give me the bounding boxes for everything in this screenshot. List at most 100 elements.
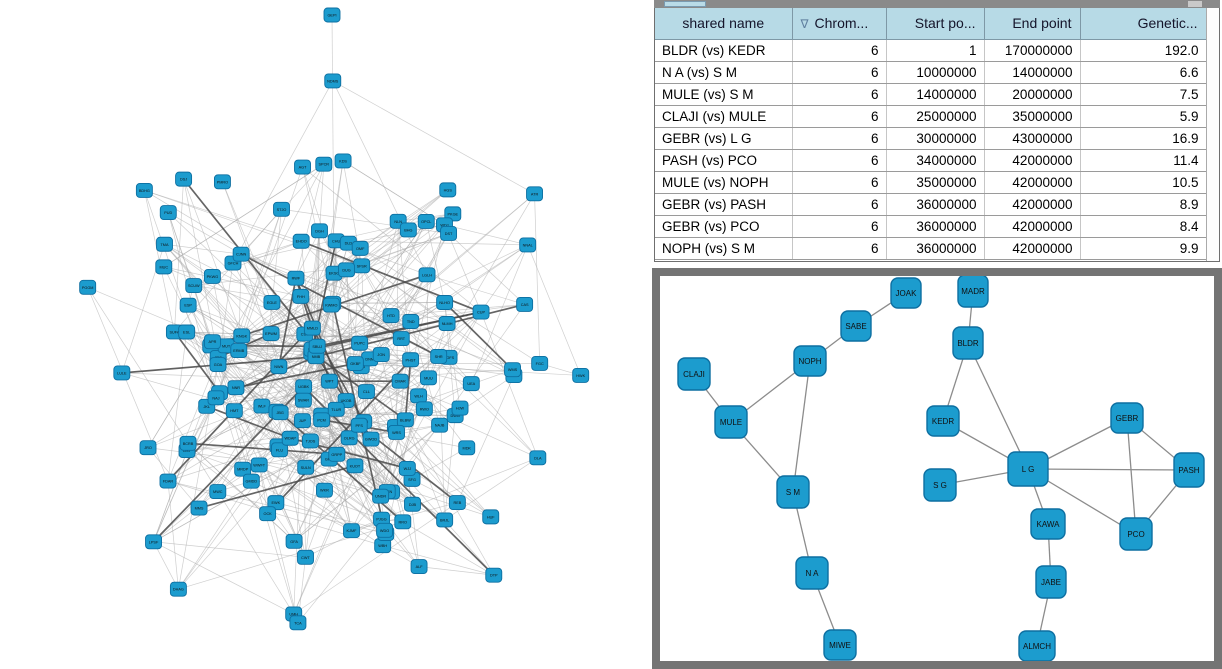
network-node[interactable]: SFG	[403, 471, 421, 487]
overview-network-canvas[interactable]: GEPIGRGFGCJROSUFANLNSOFSUGBKKUOTPHSTGRDB…	[0, 0, 652, 669]
network-node[interactable]: KJMF	[343, 523, 360, 539]
network-node[interactable]: LULE	[113, 365, 131, 381]
network-node[interactable]: CJNN	[232, 246, 250, 262]
network-node-s-g[interactable]: S G	[923, 468, 957, 502]
network-node[interactable]: GMDD	[242, 473, 260, 489]
network-node[interactable]: BRJL	[436, 512, 454, 528]
network-node-joak[interactable]: JOAK	[890, 277, 922, 309]
panel-tab[interactable]	[664, 1, 706, 7]
network-node[interactable]: OCK	[259, 506, 277, 522]
network-node[interactable]: ALF	[410, 559, 428, 575]
network-node[interactable]: TND	[402, 314, 420, 329]
network-node-miwe[interactable]: MIWE	[823, 629, 857, 661]
network-node[interactable]: KWMO	[322, 297, 340, 313]
network-node[interactable]: SBUJ	[308, 338, 326, 354]
subnetwork-canvas[interactable]: JOAK SABE NOPH CLAJI MULE S M N A MIWE MADR BLDR K…	[660, 276, 1214, 661]
network-node[interactable]: TCA	[289, 615, 307, 631]
network-node[interactable]: UNDR	[372, 488, 390, 504]
network-node[interactable]: MMS	[190, 500, 208, 516]
network-node[interactable]: NWN	[270, 359, 288, 375]
network-node[interactable]: APR	[203, 334, 221, 350]
network-node[interactable]: EGLE	[263, 294, 281, 310]
network-node[interactable]: SULN	[297, 459, 315, 475]
network-node[interactable]: PKGE	[444, 206, 462, 222]
network-node[interactable]: REB	[448, 495, 466, 511]
network-node-gebr[interactable]: GEBR	[1110, 402, 1144, 434]
network-node-sabe[interactable]: SABE	[840, 310, 872, 342]
network-node[interactable]: ERMB	[230, 343, 248, 358]
network-node[interactable]: GRPP	[328, 446, 346, 462]
network-node[interactable]: DST	[440, 226, 458, 241]
network-node[interactable]: NLMH	[438, 316, 456, 331]
network-node[interactable]: FLU	[271, 442, 288, 458]
network-node[interactable]: LPSF	[145, 534, 162, 550]
network-node[interactable]: BHG	[399, 222, 417, 238]
table-row[interactable]: N A (vs) S M 6 10000000 14000000 6.6	[655, 61, 1207, 84]
network-node[interactable]: ESP	[179, 297, 197, 313]
network-node[interactable]: CUP	[472, 304, 490, 320]
network-node-n-a[interactable]: N A	[795, 556, 829, 590]
network-node[interactable]: UGBK	[295, 379, 313, 395]
network-node[interactable]: HWK	[572, 367, 590, 383]
network-node[interactable]: RRO	[394, 514, 412, 530]
network-node[interactable]: DSJ	[175, 171, 193, 187]
network-node[interactable]: BLBW	[396, 412, 414, 428]
network-node[interactable]: DLA	[529, 450, 547, 466]
network-node[interactable]: OLRG	[340, 430, 358, 446]
network-node[interactable]: NNR	[227, 380, 245, 396]
network-node[interactable]: PFS	[350, 417, 368, 433]
network-node[interactable]: NAJB	[431, 417, 449, 433]
column-header-shared-name[interactable]: shared name	[655, 8, 793, 40]
table-row[interactable]: MULE (vs) NOPH 6 35000000 42000000 10.5	[655, 171, 1207, 194]
network-node[interactable]: PKWG	[203, 268, 221, 284]
network-node-l-g[interactable]: L G	[1007, 451, 1049, 487]
network-node-madr[interactable]: MADR	[957, 276, 989, 308]
network-node-jabe[interactable]: JABE	[1035, 565, 1067, 599]
column-header-start-position[interactable]: Start po...	[886, 8, 985, 40]
network-node[interactable]: DHAG	[169, 581, 187, 597]
network-node[interactable]: GWOD	[362, 431, 380, 447]
network-node[interactable]: MUC	[155, 259, 173, 275]
network-node[interactable]: PUPC	[351, 335, 369, 351]
network-node[interactable]: PMRO	[213, 174, 231, 190]
network-node[interactable]: BCRB	[179, 435, 197, 451]
network-node[interactable]: NAJ	[207, 390, 225, 406]
network-node[interactable]: WLH	[410, 388, 428, 404]
column-header-end-point[interactable]: End point	[984, 8, 1081, 40]
network-node[interactable]: MMLD	[303, 320, 321, 336]
network-node[interactable]: FHH	[292, 288, 310, 304]
network-node[interactable]: GEPI	[323, 7, 341, 23]
network-node[interactable]: HMT	[225, 403, 243, 419]
network-node[interactable]: HGS	[439, 182, 457, 198]
table-row[interactable]: GEBR (vs) PASH 6 36000000 42000000 8.9	[655, 193, 1207, 216]
network-node[interactable]: HJW	[451, 400, 469, 416]
table-row[interactable]: NOPH (vs) S M 6 36000000 42000000 9.9	[655, 237, 1207, 260]
network-node[interactable]: LGLH	[418, 267, 436, 283]
network-node[interactable]: FGC	[531, 356, 549, 371]
network-node[interactable]: KDS	[334, 153, 352, 169]
network-node[interactable]: RWF	[287, 270, 305, 286]
network-node[interactable]: WMS	[504, 362, 521, 378]
network-node[interactable]: MRDP	[234, 461, 252, 477]
network-node[interactable]: NNAL	[519, 237, 537, 253]
network-node[interactable]: SWAR	[294, 392, 312, 408]
network-node[interactable]: EPWM	[262, 326, 280, 342]
network-node[interactable]: UEA	[462, 376, 480, 392]
column-header-chromosome[interactable]: ∇ Chrom...	[792, 8, 887, 40]
network-node[interactable]: PGGM	[79, 279, 97, 295]
network-node[interactable]: OMF	[351, 240, 369, 256]
network-node[interactable]: WDO	[376, 522, 394, 538]
network-node[interactable]: GFA	[285, 533, 303, 549]
network-node[interactable]: PHST	[402, 352, 420, 368]
network-node-kedr[interactable]: KEDR	[926, 405, 960, 437]
network-node[interactable]: MUU	[420, 370, 437, 386]
network-node[interactable]: KUOT	[346, 458, 364, 474]
network-node-claji[interactable]: CLAJI	[677, 357, 711, 391]
network-node[interactable]: CAS	[516, 296, 534, 312]
network-node[interactable]: RRT	[392, 331, 410, 347]
network-node[interactable]: PCM	[313, 412, 331, 428]
network-node-pco[interactable]: PCO	[1119, 517, 1153, 551]
network-node[interactable]: KNGK	[233, 328, 251, 344]
network-node[interactable]: JUP	[294, 413, 311, 429]
network-node[interactable]: WJJ	[398, 460, 416, 476]
